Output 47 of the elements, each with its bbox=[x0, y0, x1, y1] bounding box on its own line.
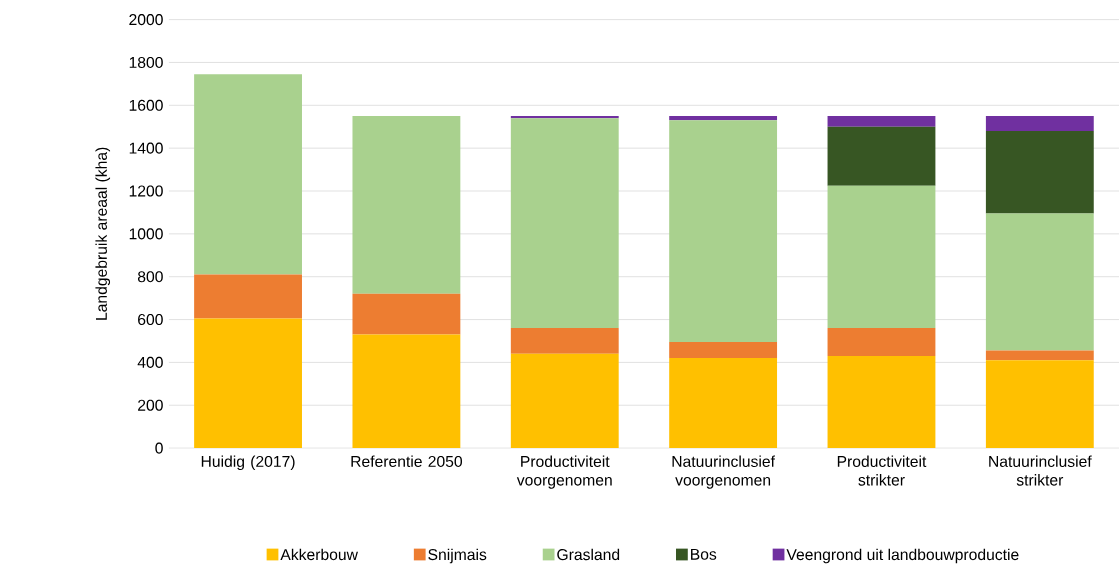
legend-label: Grasland bbox=[557, 548, 620, 561]
y-tick-label: 1800 bbox=[129, 57, 163, 69]
bar bbox=[510, 118, 619, 329]
bar bbox=[827, 126, 936, 186]
bar bbox=[510, 328, 619, 354]
y-tick-label: 1000 bbox=[129, 228, 163, 240]
bar bbox=[352, 334, 461, 449]
x-tick-label: Huidig (2017) bbox=[201, 455, 295, 471]
bar bbox=[985, 131, 1094, 214]
x-tick-label: Productiviteit voorgenomen bbox=[516, 455, 612, 489]
bar bbox=[669, 120, 778, 343]
bar bbox=[510, 354, 619, 449]
bar bbox=[669, 342, 778, 359]
x-tick-label: Natuurinclusief strikter bbox=[989, 455, 1092, 486]
bar bbox=[985, 360, 1094, 449]
y-tick-label: 800 bbox=[137, 271, 163, 283]
bar bbox=[827, 185, 936, 329]
legend-label: Snijmais bbox=[428, 548, 487, 564]
y-tick-label: 1400 bbox=[129, 142, 163, 154]
bar bbox=[985, 116, 1094, 132]
legend-label: Bos bbox=[691, 549, 717, 561]
y-tick-label: 600 bbox=[138, 314, 163, 326]
bar bbox=[194, 318, 302, 449]
bar bbox=[194, 74, 302, 275]
bar bbox=[827, 356, 936, 449]
bar bbox=[510, 116, 619, 119]
bar bbox=[827, 116, 936, 127]
bar bbox=[669, 358, 778, 449]
y-tick-label: 400 bbox=[137, 357, 163, 369]
legend-label: Veengrond uit landbouwproductie bbox=[786, 548, 1019, 564]
y-tick-label: 1600 bbox=[129, 99, 163, 112]
y-axis-title: Landgebruik areaal (kha) bbox=[95, 147, 111, 320]
bar bbox=[352, 294, 461, 335]
bar bbox=[985, 213, 1094, 351]
bar bbox=[669, 116, 778, 121]
y-tick-label: 1200 bbox=[129, 185, 163, 197]
y-tick-label: 200 bbox=[138, 399, 163, 411]
y-tick-label: 2000 bbox=[129, 14, 163, 26]
y-tick-label: 0 bbox=[155, 442, 163, 454]
x-tick-label: Natuurinclusief voorgenomen bbox=[672, 455, 775, 489]
bar bbox=[352, 116, 461, 295]
bar bbox=[194, 274, 302, 319]
bar bbox=[827, 328, 936, 357]
bar bbox=[985, 350, 1094, 361]
x-tick-label: Referentie 2050 bbox=[351, 455, 463, 468]
legend-label: Akkerbouw bbox=[280, 548, 358, 561]
x-tick-label: Productiviteit strikter bbox=[837, 455, 927, 486]
